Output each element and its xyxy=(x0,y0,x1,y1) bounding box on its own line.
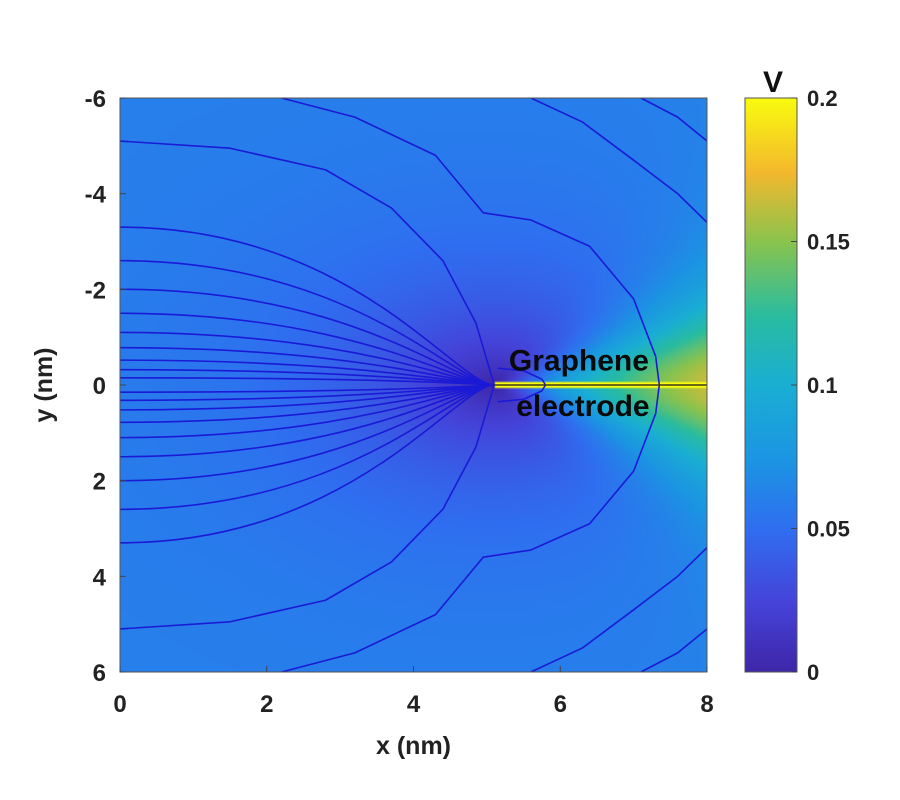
contour-line xyxy=(497,367,547,386)
y-tick-label: 6 xyxy=(93,660,106,687)
colorbar-tick-label: 0.2 xyxy=(807,86,838,111)
y-tick-label: 4 xyxy=(93,564,107,591)
colorbar-tick-label: 0.15 xyxy=(807,230,850,255)
contour-line xyxy=(120,346,495,386)
colorbar-ticks: 0 0.05 0.1 0.15 0.2 xyxy=(791,86,850,685)
x-tick-label: 0 xyxy=(113,691,126,718)
annotation-graphene: Graphene xyxy=(509,345,649,378)
y-tick-label: -2 xyxy=(85,277,106,304)
contour-line xyxy=(120,288,495,386)
contour-line xyxy=(120,384,495,458)
y-tick-label: -6 xyxy=(85,86,106,113)
contour-line xyxy=(530,547,707,672)
contour-line xyxy=(120,384,495,511)
x-tick-label: 6 xyxy=(554,691,567,718)
contour-line xyxy=(640,628,707,672)
plot-area xyxy=(119,97,708,673)
colorbar-gradient xyxy=(744,97,798,673)
colorbar: 0 0.05 0.1 0.15 0.2 V xyxy=(744,66,850,685)
contour-line xyxy=(640,98,707,142)
contour-line xyxy=(120,140,495,386)
colorbar-unit-label: V xyxy=(763,66,783,99)
x-tick-label: 4 xyxy=(407,691,421,718)
colorbar-tick-label: 0 xyxy=(807,660,819,685)
contour-line xyxy=(120,259,495,386)
contour-line xyxy=(120,226,495,386)
x-tick-label: 8 xyxy=(700,691,713,718)
contour-lines xyxy=(120,98,707,672)
y-tick-label: -4 xyxy=(85,182,107,209)
contour-line xyxy=(530,98,707,223)
contour-line xyxy=(497,384,547,403)
contour-line xyxy=(120,312,495,386)
contour-line xyxy=(281,384,661,672)
contour-line xyxy=(281,98,661,386)
contour-line xyxy=(120,331,495,386)
colorbar-tick-label: 0.05 xyxy=(807,517,850,542)
x-axis-label: x (nm) xyxy=(376,732,451,760)
contour-line xyxy=(120,384,495,630)
contour-line xyxy=(120,384,495,439)
colorbar-tick-label: 0.1 xyxy=(807,373,838,398)
y-tick-label: 0 xyxy=(93,373,106,400)
contour-line xyxy=(120,384,495,424)
x-tick-label: 2 xyxy=(260,691,273,718)
contour-line xyxy=(120,384,495,544)
contour-line xyxy=(120,384,495,482)
y-axis-ticks: -6 -4 -2 0 2 4 6 xyxy=(85,86,126,687)
y-tick-label: 2 xyxy=(93,469,106,496)
y-axis-label: y (nm) xyxy=(30,348,58,423)
x-axis-ticks: 0 2 4 6 8 xyxy=(113,666,714,718)
annotation-electrode: electrode xyxy=(516,390,649,423)
